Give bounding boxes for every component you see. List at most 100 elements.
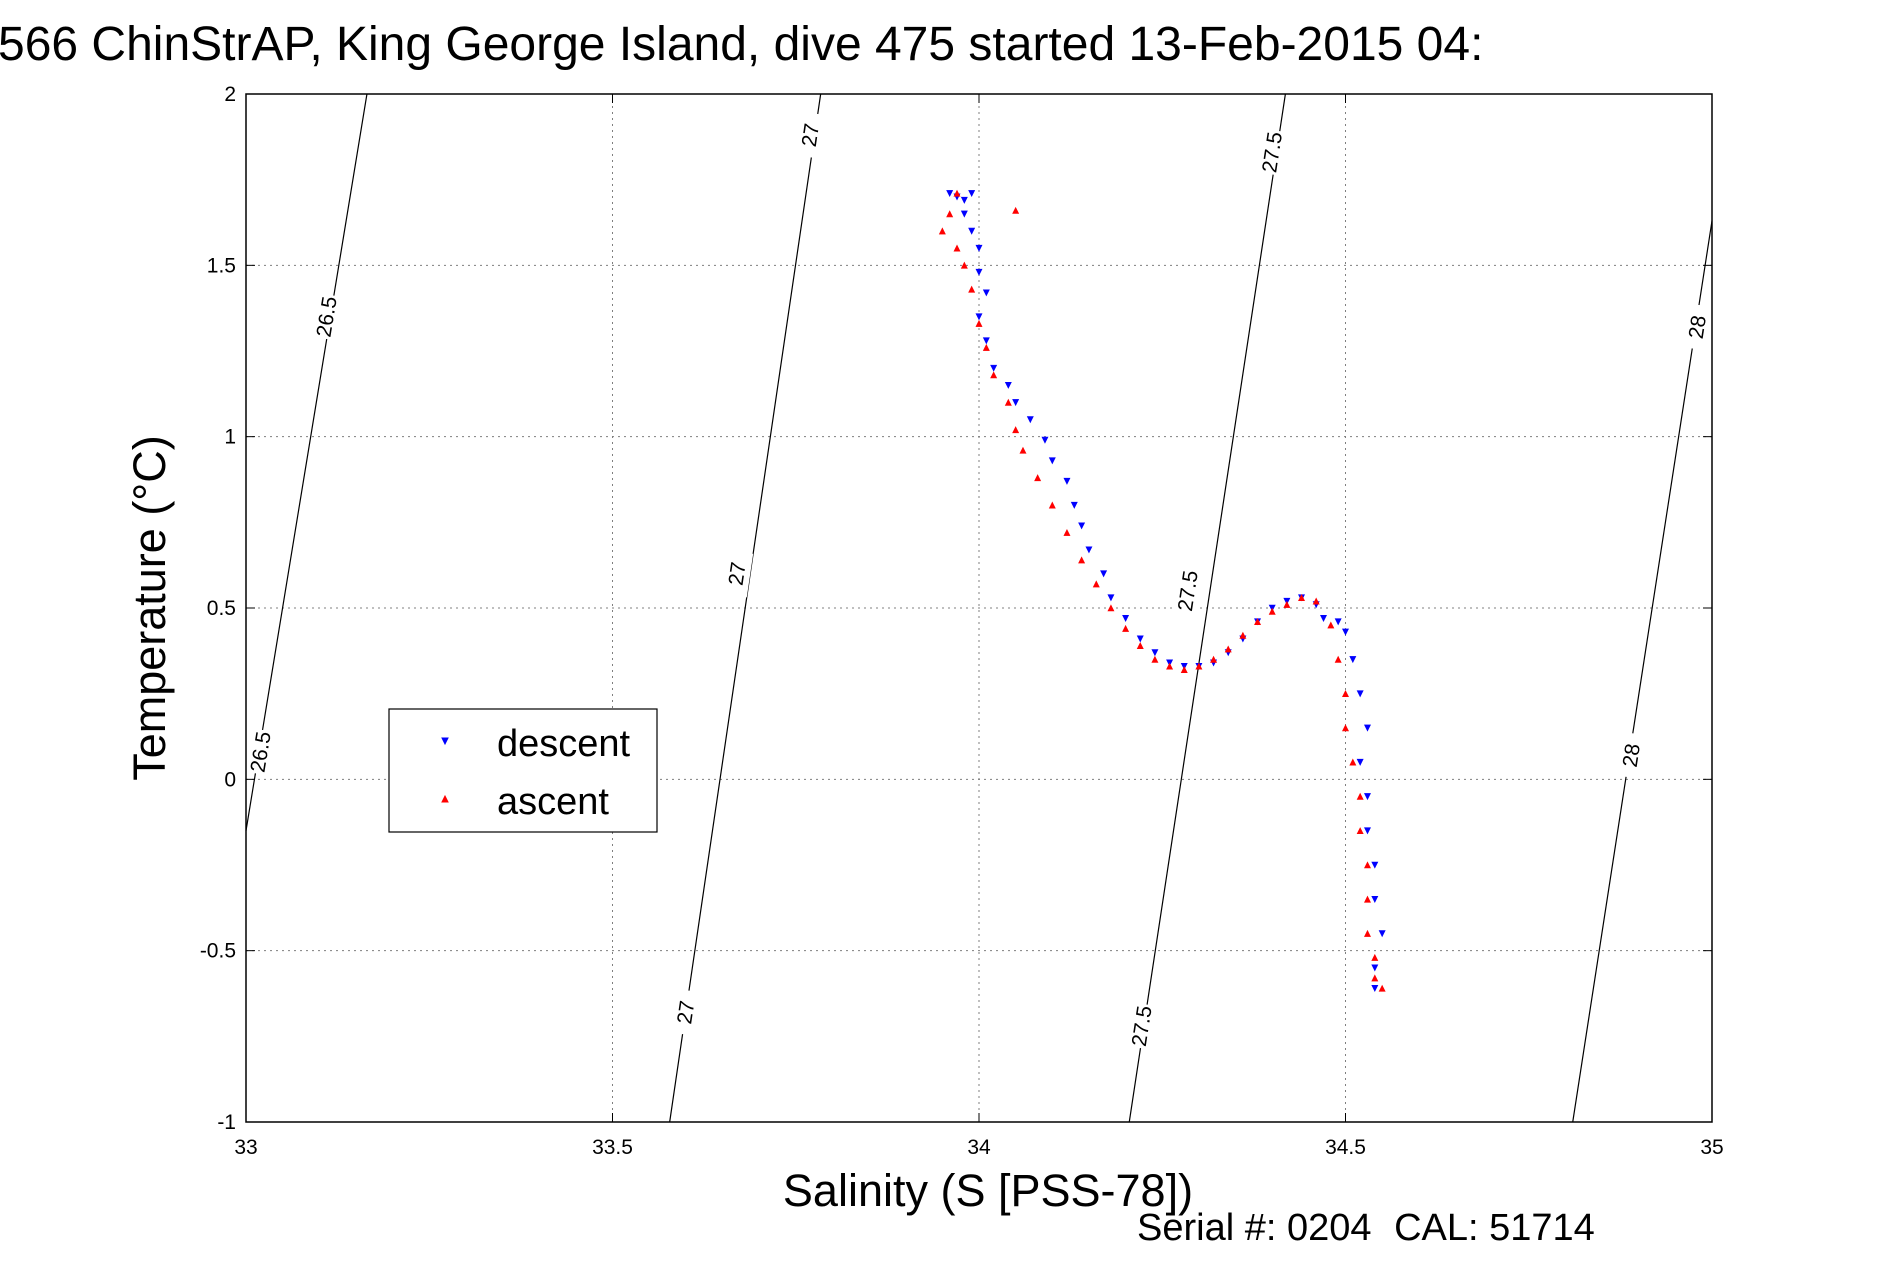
cal-label: CAL: <box>1394 1207 1478 1249</box>
ascent-point <box>1356 827 1364 835</box>
ascent-point <box>1004 398 1012 406</box>
ascent-point <box>1342 689 1349 697</box>
density-contour-line <box>1128 93 1286 1123</box>
ascent-point <box>1122 624 1130 632</box>
descent-point <box>1364 793 1371 801</box>
ascent-point <box>1334 655 1342 663</box>
descent-point <box>960 210 968 218</box>
ascent-point <box>1283 600 1291 608</box>
density-contour-label-group: 26.5 <box>310 292 344 341</box>
descent-point <box>1136 635 1144 643</box>
x-axis-label: Salinity (S [PSS-78]) <box>783 1165 1193 1216</box>
y-tick-label: 0.5 <box>207 597 236 620</box>
descent-point <box>982 337 990 345</box>
ascent-point <box>1151 655 1159 663</box>
series-descent <box>946 190 1386 993</box>
descent-point <box>1063 477 1071 485</box>
ascent-point <box>1349 758 1357 766</box>
ascent-point <box>1048 501 1056 509</box>
legend-descent-label: descent <box>497 723 631 765</box>
legend-ascent-marker <box>441 794 449 803</box>
descent-point <box>1371 861 1379 869</box>
density-contour-label-group: 27.5 <box>1256 128 1289 176</box>
density-contour-label-group: 27 <box>669 988 702 1037</box>
descent-point <box>1078 522 1086 530</box>
ascent-point <box>1298 594 1306 602</box>
contour-label-background <box>721 550 754 598</box>
density-contour-label-group: 27.5 <box>1171 567 1205 615</box>
x-tick-label: 34.5 <box>1325 1136 1366 1159</box>
ascent-point <box>1019 446 1027 454</box>
descent-point <box>975 244 983 252</box>
density-contour-label-group: 27 <box>721 550 754 598</box>
descent-point <box>1151 649 1159 657</box>
descent-point <box>1371 964 1379 972</box>
descent-point <box>1371 895 1379 903</box>
descent-point <box>1085 546 1093 554</box>
descent-point <box>946 190 954 198</box>
density-contour-label-group: 27 <box>794 111 827 159</box>
descent-point <box>1378 930 1386 938</box>
ascent-point <box>1342 724 1349 732</box>
cal-value: 51714 <box>1489 1207 1595 1249</box>
series-ascent <box>938 189 1386 992</box>
legend-box <box>388 708 658 833</box>
density-contour-label: 28 <box>1619 742 1645 769</box>
ascent-point <box>1078 556 1086 564</box>
density-contour-label-group: 27.5 <box>1125 1002 1158 1050</box>
chart-title: 566 ChinStrAP, King George Island, dive … <box>0 18 1483 71</box>
density-contour-label: 27 <box>673 999 699 1025</box>
serial-value: 0204 <box>1287 1207 1372 1249</box>
density-contours: 26.5 26.5 27 27 27 27.5 27.5 27.5 28 28 <box>244 93 1714 1123</box>
contour-label-background <box>794 111 827 159</box>
ascent-point <box>953 189 961 197</box>
descent-point <box>1122 614 1130 622</box>
contour-label-background <box>1171 567 1205 615</box>
descent-point <box>1320 614 1327 622</box>
descent-point <box>1012 399 1020 407</box>
density-contour-line <box>245 93 368 831</box>
y-tick-label: -1 <box>217 1111 236 1134</box>
descent-point <box>1048 457 1056 465</box>
ascent-point <box>953 244 961 252</box>
descent-point <box>1334 618 1342 626</box>
y-tick-label: 0 <box>224 768 236 791</box>
descent-point <box>1004 381 1012 389</box>
ascent-point <box>1012 206 1020 214</box>
ascent-point <box>982 343 990 351</box>
legend-descent-marker <box>441 737 449 746</box>
descent-point <box>968 190 976 198</box>
descent-point <box>1342 628 1349 636</box>
ascent-point <box>1166 662 1174 670</box>
ascent-point <box>1312 597 1320 605</box>
legend: descent ascent <box>388 708 658 833</box>
contour-label-background <box>1256 128 1289 176</box>
ascent-point <box>1092 580 1100 588</box>
ascent-point <box>990 371 998 379</box>
ascent-point <box>1034 474 1042 482</box>
ascent-point <box>1268 607 1276 615</box>
descent-point <box>1364 724 1371 732</box>
ascent-point <box>1063 528 1071 536</box>
descent-point <box>1100 570 1108 578</box>
density-contour-label: 27 <box>798 122 824 148</box>
descent-point <box>1041 436 1049 444</box>
descent-point <box>1371 985 1379 993</box>
ascent-point <box>1210 655 1218 663</box>
density-contour-label-group: 28 <box>1681 303 1714 351</box>
density-contour-label-group: 28 <box>1615 731 1648 780</box>
ascent-point <box>1012 426 1020 434</box>
ascent-point <box>1364 929 1371 937</box>
y-axis-label: Temperature (°C) <box>124 435 175 781</box>
ascent-point <box>1364 861 1371 869</box>
descent-point <box>1356 690 1364 698</box>
descent-point <box>975 313 983 321</box>
y-tick-label: 2 <box>224 83 236 106</box>
x-tick-label: 34 <box>967 1136 991 1159</box>
density-contour-label: 28 <box>1685 314 1711 341</box>
contour-label-background <box>310 292 344 341</box>
x-tick-label: 33.5 <box>592 1136 633 1159</box>
y-tick-label: 1.5 <box>207 254 236 277</box>
